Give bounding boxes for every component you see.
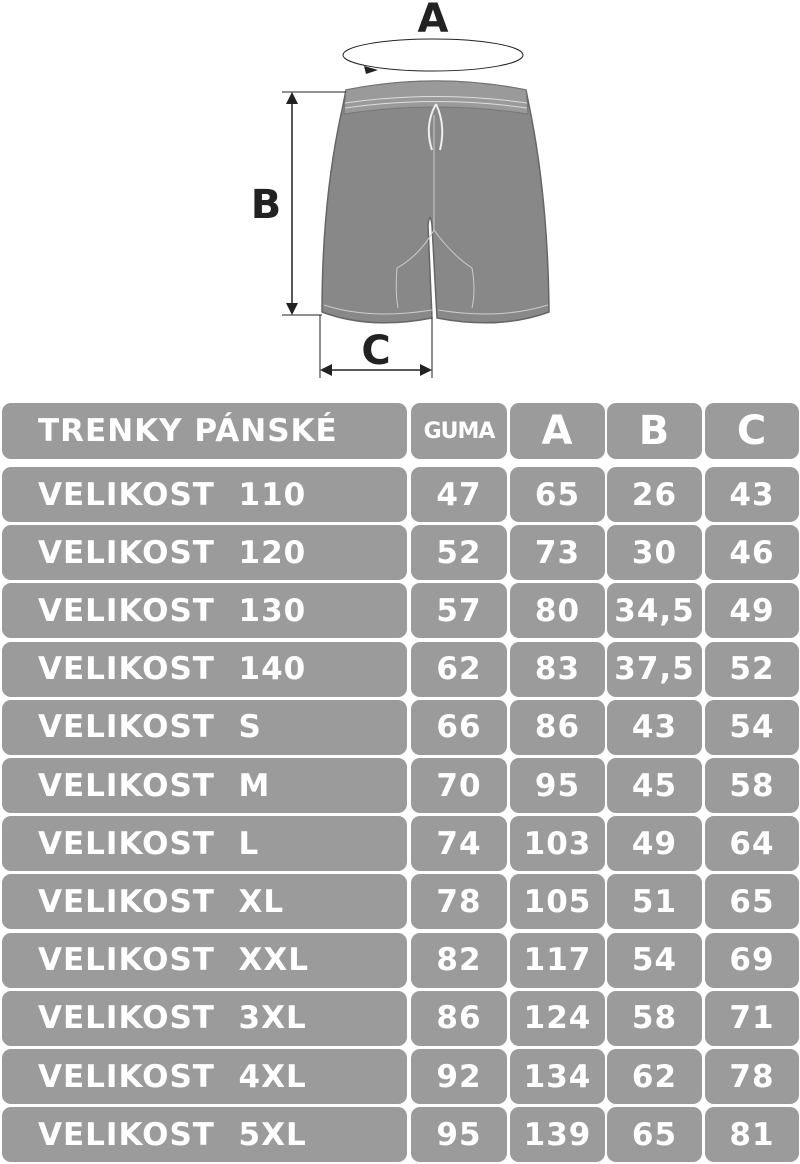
b-value: 51 (607, 874, 702, 930)
size-label: VELIKOST S (2, 699, 407, 755)
size-label: VELIKOST 3XL (2, 990, 407, 1046)
a-value: 73 (510, 525, 605, 581)
guma-value: 52 (411, 525, 507, 581)
label-b: B (251, 182, 282, 228)
a-value: 124 (510, 990, 605, 1046)
shorts-illustration (321, 80, 550, 324)
guma-value: 70 (411, 758, 507, 813)
c-value: 58 (705, 758, 799, 813)
size-label: VELIKOST 4XL (2, 1049, 407, 1104)
b-value: 65 (607, 1107, 702, 1163)
table-row: VELIKOST 5XL 95 139 65 81 (0, 1107, 800, 1163)
label-c: C (361, 328, 390, 374)
c-value: 54 (705, 699, 799, 755)
table-row: VELIKOST 120 52 73 30 46 (0, 525, 800, 581)
a-value: 105 (510, 874, 605, 930)
size-label: VELIKOST XL (2, 874, 407, 930)
c-value: 81 (705, 1107, 799, 1163)
table-row: VELIKOST M 70 95 45 58 (0, 758, 800, 813)
b-value: 26 (607, 467, 702, 522)
guma-value: 86 (411, 990, 507, 1046)
size-label: VELIKOST XXL (2, 932, 407, 988)
a-value: 139 (510, 1107, 605, 1163)
table-row: VELIKOST 110 47 65 26 43 (0, 467, 800, 522)
table-header: TRENKY PÁNSKÉ GUMA A B C (0, 403, 800, 459)
guma-value: 74 (411, 816, 507, 872)
guma-value: 82 (411, 932, 507, 988)
table-row: VELIKOST L 74 103 49 64 (0, 816, 800, 872)
guma-value: 57 (411, 583, 507, 639)
c-value: 43 (705, 467, 799, 522)
header-b: B (607, 403, 702, 459)
a-value: 80 (510, 583, 605, 639)
c-value: 49 (705, 583, 799, 639)
a-value: 65 (510, 467, 605, 522)
b-value: 45 (607, 758, 702, 813)
size-label: VELIKOST M (2, 758, 407, 813)
guma-value: 47 (411, 467, 507, 522)
table-row: VELIKOST 3XL 86 124 58 71 (0, 990, 800, 1046)
header-guma: GUMA (411, 403, 507, 459)
header-title: TRENKY PÁNSKÉ (2, 403, 407, 459)
dimension-a: A (342, 0, 524, 74)
size-label: VELIKOST 130 (2, 583, 407, 639)
a-value: 103 (510, 816, 605, 872)
guma-value: 92 (411, 1049, 507, 1104)
table-row: VELIKOST S 66 86 43 54 (0, 699, 800, 755)
b-value: 54 (607, 932, 702, 988)
b-value: 49 (607, 816, 702, 872)
a-value: 134 (510, 1049, 605, 1104)
table-row: VELIKOST 4XL 92 134 62 78 (0, 1049, 800, 1104)
c-value: 65 (705, 874, 799, 930)
b-value: 62 (607, 1049, 702, 1104)
dimension-c: C (319, 315, 433, 378)
label-a: A (418, 0, 449, 42)
table-row: VELIKOST XXL 82 117 54 69 (0, 932, 800, 988)
header-c: C (705, 403, 799, 459)
b-value: 37,5 (607, 641, 702, 697)
size-label: VELIKOST 110 (2, 467, 407, 522)
c-value: 69 (705, 932, 799, 988)
table-row: VELIKOST XL 78 105 51 65 (0, 874, 800, 930)
guma-value: 78 (411, 874, 507, 930)
header-a: A (510, 403, 605, 459)
guma-value: 62 (411, 641, 507, 697)
table-row: VELIKOST 130 57 80 34,5 49 (0, 583, 800, 639)
shorts-diagram: A B C (251, 0, 550, 378)
c-value: 71 (705, 990, 799, 1046)
size-label: VELIKOST L (2, 816, 407, 872)
size-label: VELIKOST 5XL (2, 1107, 407, 1163)
a-value: 83 (510, 641, 605, 697)
dimension-b: B (251, 91, 346, 316)
size-label: VELIKOST 120 (2, 525, 407, 581)
c-value: 78 (705, 1049, 799, 1104)
guma-value: 95 (411, 1107, 507, 1163)
size-label: VELIKOST 140 (2, 641, 407, 697)
a-value: 117 (510, 932, 605, 988)
a-value: 86 (510, 699, 605, 755)
guma-value: 66 (411, 699, 507, 755)
c-value: 64 (705, 816, 799, 872)
c-value: 46 (705, 525, 799, 581)
b-value: 43 (607, 699, 702, 755)
b-value: 58 (607, 990, 702, 1046)
c-value: 52 (705, 641, 799, 697)
b-value: 30 (607, 525, 702, 581)
a-value: 95 (510, 758, 605, 813)
b-value: 34,5 (607, 583, 702, 639)
table-row: VELIKOST 140 62 83 37,5 52 (0, 641, 800, 697)
